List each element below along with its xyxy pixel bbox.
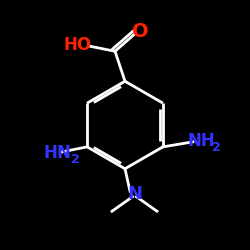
Text: 2: 2 bbox=[212, 141, 220, 154]
Text: 2: 2 bbox=[71, 153, 80, 166]
Text: N: N bbox=[127, 185, 142, 203]
Text: H: H bbox=[44, 144, 58, 162]
Text: N: N bbox=[56, 144, 70, 162]
Text: O: O bbox=[132, 22, 149, 41]
Text: NH: NH bbox=[188, 132, 216, 150]
Text: HO: HO bbox=[64, 36, 92, 54]
